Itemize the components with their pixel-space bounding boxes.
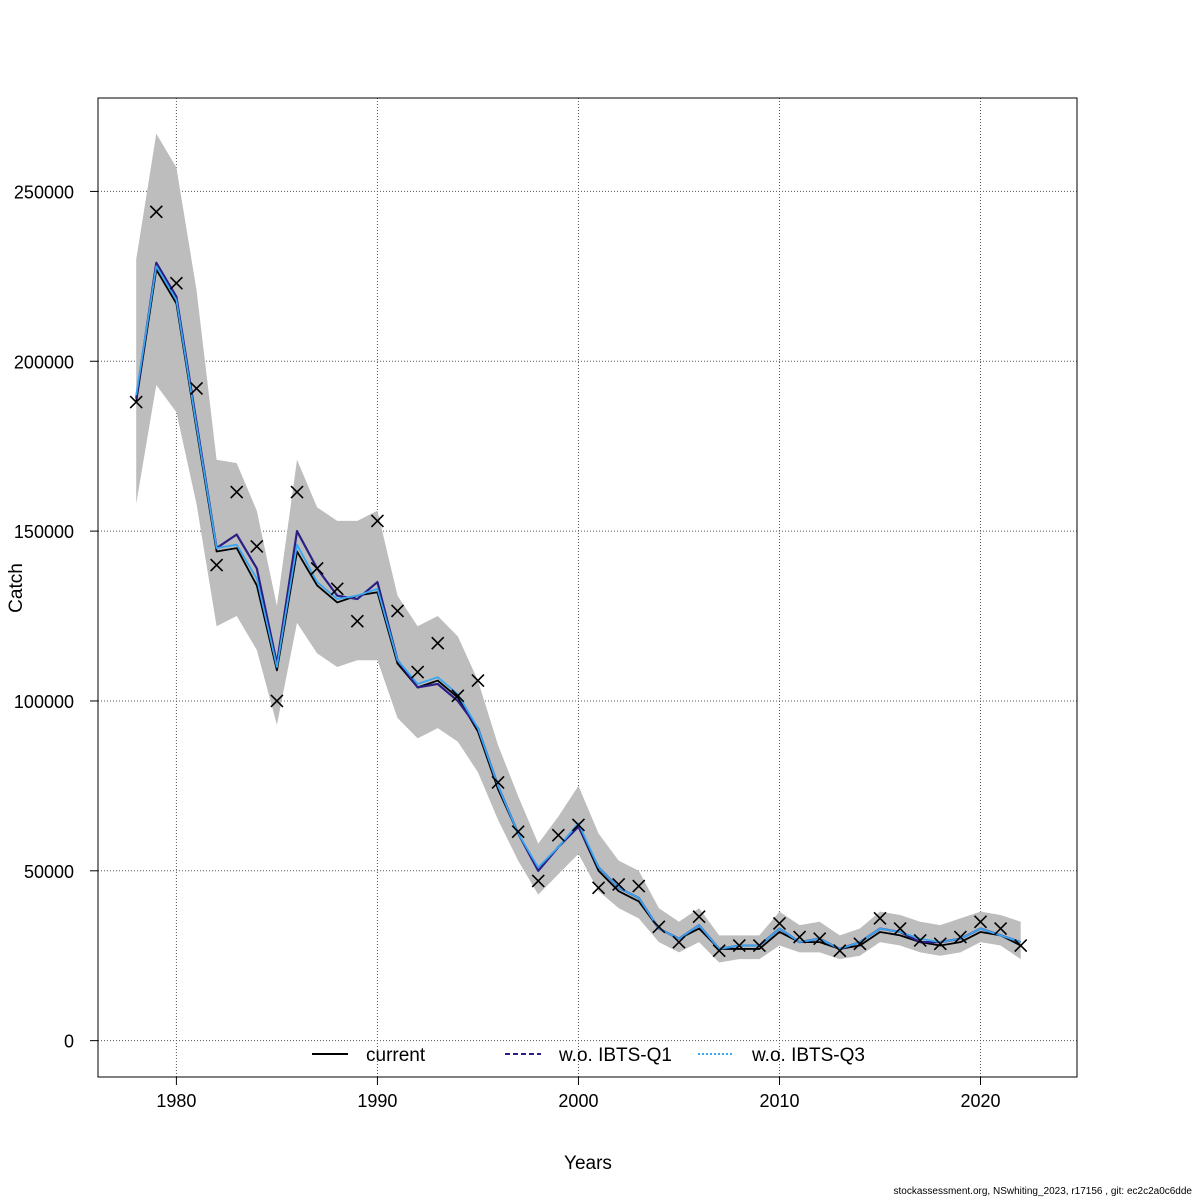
- observed-point: [169, 276, 183, 290]
- observed-point: [933, 937, 947, 951]
- plot-frame: [97, 97, 1078, 1078]
- series-lines-layer: [135, 261, 1022, 951]
- observed-point: [913, 933, 927, 948]
- y-axis-label: Catch: [6, 563, 27, 613]
- x-tick-label: 2020: [960, 1091, 1000, 1111]
- legend-label-q1: w.o. IBTS-Q1: [558, 1045, 672, 1066]
- observed-point: [290, 485, 304, 499]
- y-tick-label: 200000: [14, 352, 74, 372]
- observed-point: [390, 604, 405, 618]
- observed-point: [511, 825, 525, 839]
- observed-point: [330, 582, 344, 596]
- observed-points-layer: [129, 205, 1028, 958]
- observed-point: [712, 944, 726, 958]
- observed-point: [1014, 938, 1028, 953]
- observed-point: [994, 921, 1008, 936]
- footer-note: stockassessment.org, NSwhiting_2023, r17…: [893, 1186, 1192, 1197]
- observed-point: [893, 921, 907, 936]
- observed-point: [471, 674, 485, 688]
- observed-point: [672, 935, 686, 949]
- observed-point: [853, 937, 867, 951]
- observed-point: [431, 636, 445, 650]
- observed-point: [531, 874, 545, 888]
- observed-point: [612, 877, 626, 891]
- observed-point: [973, 915, 988, 929]
- observed-point: [451, 689, 465, 703]
- observed-point: [793, 930, 807, 944]
- observed-point: [813, 932, 827, 946]
- confidence-band: [136, 133, 1021, 963]
- y-tick-label: 150000: [14, 522, 74, 542]
- x-tick-label: 1980: [156, 1091, 196, 1111]
- observed-point: [230, 485, 244, 499]
- observed-point: [149, 205, 163, 219]
- observed-point: [491, 775, 505, 790]
- observed-point: [591, 881, 606, 895]
- observed-point: [833, 944, 847, 958]
- legend-label-current: current: [366, 1045, 426, 1066]
- observed-point: [350, 614, 364, 628]
- observed-point: [250, 539, 264, 553]
- observed-point: [210, 558, 224, 572]
- observed-point: [652, 920, 666, 934]
- y-tick-label: 0: [64, 1032, 74, 1052]
- legend-label-q3: w.o. IBTS-Q3: [751, 1045, 865, 1066]
- observed-point: [732, 938, 746, 953]
- observed-point: [411, 665, 425, 679]
- observed-point: [692, 910, 706, 924]
- observed-point: [953, 930, 967, 944]
- observed-point: [873, 911, 887, 925]
- observed-point: [632, 879, 646, 893]
- x-axis-label: Years: [564, 1153, 612, 1174]
- observed-point: [551, 828, 565, 842]
- confidence-band-layer: [136, 133, 1021, 963]
- observed-point: [270, 694, 284, 708]
- axes-layer: 1980 1990 2000 2010 2020 0 50000 100000 150000 20…: [14, 182, 1001, 1111]
- series-line-wo-ibts-q3: [135, 265, 1022, 950]
- observed-point: [370, 514, 384, 528]
- x-tick-label: 2010: [759, 1091, 799, 1111]
- observed-point: [752, 938, 766, 953]
- y-tick-label: 100000: [14, 692, 74, 712]
- observed-point: [310, 561, 324, 576]
- x-tick-label: 2000: [558, 1091, 598, 1111]
- observed-point: [189, 381, 204, 396]
- observed-point: [129, 395, 143, 409]
- x-tick-label: 1990: [357, 1091, 397, 1111]
- legend: current w.o. IBTS-Q1 w.o. IBTS-Q3: [312, 1045, 865, 1066]
- observed-point: [571, 818, 586, 832]
- y-tick-label: 250000: [14, 182, 74, 202]
- observed-point: [772, 916, 787, 931]
- y-tick-label: 50000: [24, 862, 74, 882]
